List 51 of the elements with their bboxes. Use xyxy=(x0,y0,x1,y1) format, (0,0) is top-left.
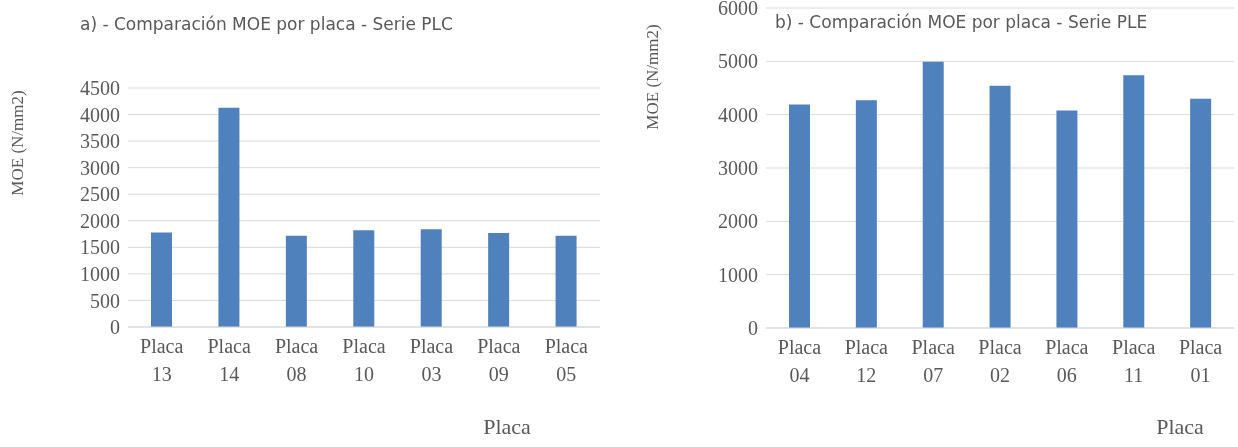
y-tick-label: 1000 xyxy=(718,263,758,286)
bar xyxy=(922,61,944,328)
x-tick-label: Placa 07 xyxy=(911,336,955,386)
x-tick-label: Placa 01 xyxy=(1178,336,1223,386)
y-tick-label: 2000 xyxy=(80,209,120,232)
y-tick-label: 6000 xyxy=(718,0,758,20)
x-tick-label: Placa 08 xyxy=(274,335,319,385)
y-tick-label: 5000 xyxy=(718,50,758,73)
y-tick-label: 1000 xyxy=(80,262,120,285)
x-tick-label: Placa 14 xyxy=(207,335,251,385)
x-tick-label: Placa 13 xyxy=(140,335,184,385)
bar xyxy=(989,85,1011,328)
x-tick-label: Placa 02 xyxy=(978,336,1022,386)
x-tick-label: Placa 10 xyxy=(342,335,386,385)
bar xyxy=(488,232,510,327)
y-tick-label: 500 xyxy=(90,289,120,312)
y-tick-label: 0 xyxy=(748,317,758,340)
y-tick-label: 4500 xyxy=(80,77,120,100)
chart-title: b) - Comparación MOE por placa - Serie PLE xyxy=(775,12,1149,32)
x-tick-label: Placa 11 xyxy=(1112,336,1156,386)
bar xyxy=(855,100,877,328)
chart-title: a) - Comparación MOE por placa - Serie PLC xyxy=(80,14,454,34)
x-axis-title: Placa xyxy=(1156,414,1204,440)
y-axis-title: MOE (N/mm2) xyxy=(643,24,663,130)
bar xyxy=(420,229,442,327)
bar xyxy=(353,230,375,327)
y-tick-label: 0 xyxy=(110,316,120,339)
bar xyxy=(1190,98,1212,328)
x-tick-label: Placa 05 xyxy=(544,335,589,385)
bar xyxy=(1123,75,1145,328)
y-tick-label: 2000 xyxy=(718,210,758,233)
bar xyxy=(285,235,307,327)
bar xyxy=(555,235,577,327)
x-axis-title: Placa xyxy=(483,414,531,440)
bar xyxy=(1056,110,1078,328)
y-tick-label: 2500 xyxy=(80,183,120,206)
bar xyxy=(789,104,810,328)
y-tick-label: 1500 xyxy=(80,236,120,259)
bar xyxy=(151,232,172,327)
x-tick-label: Placa 04 xyxy=(777,336,822,386)
y-tick-label: 4000 xyxy=(80,103,120,126)
y-tick-label: 3000 xyxy=(718,157,758,180)
y-tick-label: 4000 xyxy=(718,103,758,126)
bar xyxy=(218,107,240,327)
y-tick-label: 3500 xyxy=(80,130,120,153)
y-tick-label: 3000 xyxy=(80,156,120,179)
x-tick-label: Placa 03 xyxy=(409,335,454,385)
x-tick-label: Placa 06 xyxy=(1045,336,1089,386)
y-axis-title: MOE (N/mm2) xyxy=(8,90,28,196)
x-tick-label: Placa 12 xyxy=(844,336,889,386)
x-tick-label: Placa 09 xyxy=(477,335,521,385)
